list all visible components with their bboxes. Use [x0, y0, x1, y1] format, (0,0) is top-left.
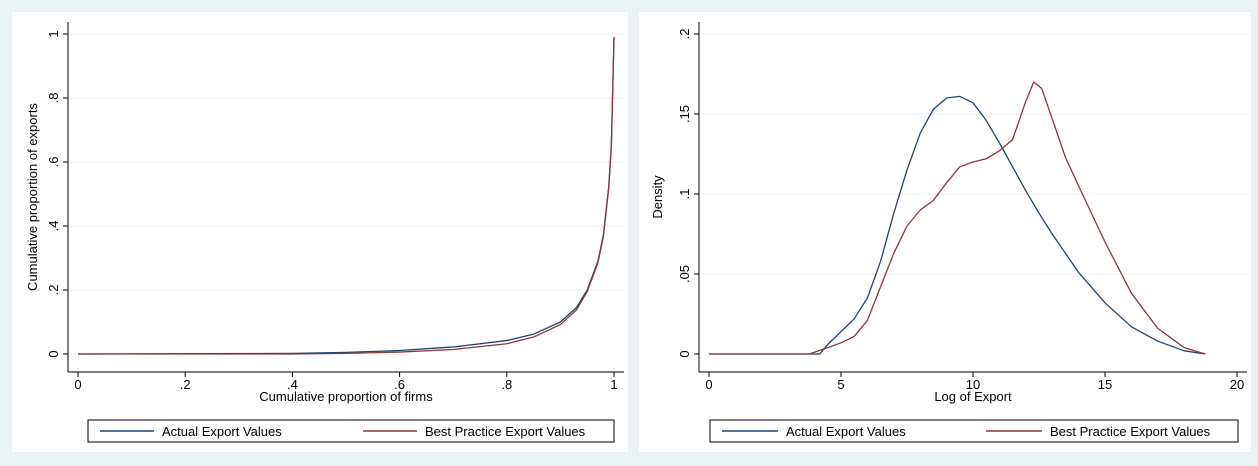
- series-line-actual: [709, 95, 1206, 355]
- y-tick-label: .05: [677, 265, 692, 283]
- x-tick-label: .8: [501, 377, 512, 392]
- legend-label: Actual Export Values: [162, 424, 282, 439]
- y-axis-title: Density: [650, 175, 665, 219]
- legend-label: Best Practice Export Values: [1050, 424, 1211, 439]
- x-tick-label: .4: [287, 377, 298, 392]
- x-tick-label: 20: [1230, 377, 1244, 392]
- y-tick-label: .15: [677, 105, 692, 123]
- y-tick-label: 0: [677, 350, 692, 357]
- chart-panel-2: 0 5 10 15 20 0 .05 .1 .15 .2 Log of Export Density A…: [639, 12, 1251, 452]
- chart-panel-1: 0 .2 .4 .6 .8 1 0 .2 .4 .6 .8 1 Cumulative proportio…: [12, 12, 628, 452]
- y-tick-label: .1: [677, 189, 692, 200]
- legend: Actual Export Values Best Practice Export…: [87, 419, 615, 443]
- x-tick-label: 0: [74, 377, 81, 392]
- y-tick-label: .6: [46, 157, 61, 168]
- x-axis-title: Cumulative proportion of firms: [259, 389, 433, 404]
- x-tick-label: .2: [180, 377, 191, 392]
- x-tick-label: .6: [394, 377, 405, 392]
- x-tick-label: 10: [966, 377, 980, 392]
- y-tick-label: 0: [46, 350, 61, 357]
- panel-background: [639, 12, 1251, 452]
- x-tick-label: 1: [610, 377, 617, 392]
- x-tick-label: 5: [837, 377, 844, 392]
- x-tick-label: 0: [705, 377, 712, 392]
- y-tick-label: .2: [677, 29, 692, 40]
- y-tick-label: 1: [46, 30, 61, 37]
- series-line-best-practice: [78, 37, 615, 355]
- legend-label: Best Practice Export Values: [425, 424, 586, 439]
- x-axis-title: Log of Export: [934, 389, 1012, 404]
- series-line-best-practice: [709, 81, 1206, 355]
- panel-background: [12, 12, 628, 452]
- legend: Actual Export Values Best Practice Export…: [709, 419, 1239, 443]
- y-axis-title: Cumulative proportion of exports: [25, 103, 40, 291]
- legend-box: [709, 419, 1239, 443]
- y-tick-label: .4: [46, 221, 61, 232]
- x-tick-label: 15: [1098, 377, 1112, 392]
- y-tick-label: .8: [46, 93, 61, 104]
- y-tick-label: .2: [46, 285, 61, 296]
- legend-box: [87, 419, 615, 443]
- legend-label: Actual Export Values: [786, 424, 906, 439]
